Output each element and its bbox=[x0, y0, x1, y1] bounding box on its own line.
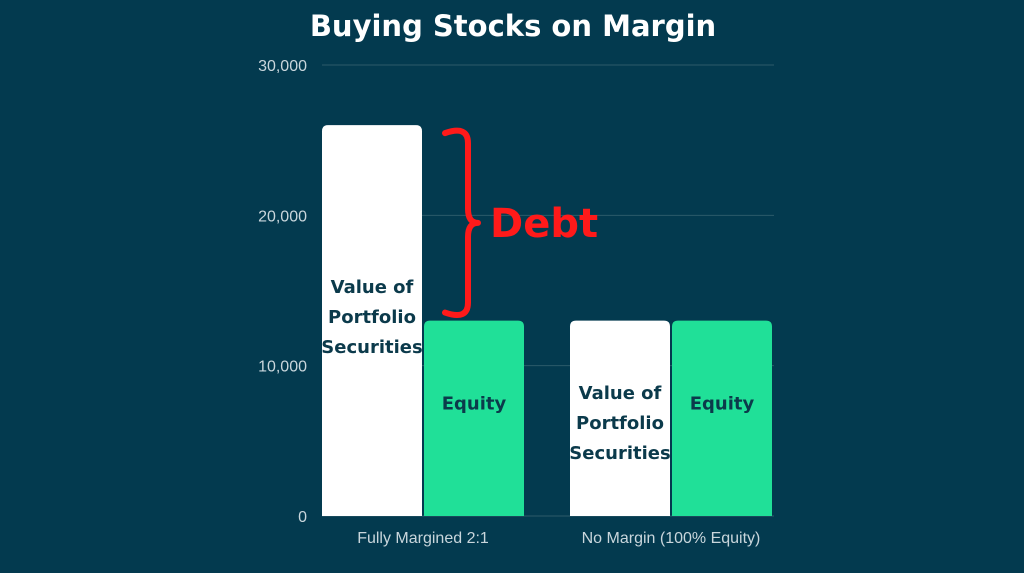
bar-label: Equity bbox=[690, 394, 755, 415]
bar-portfolio-value bbox=[570, 320, 670, 516]
bars: Value of Portfolio Securities Equity Fully M… bbox=[321, 125, 772, 547]
bar-label: Equity bbox=[442, 394, 507, 415]
x-category-label: Fully Margined 2:1 bbox=[357, 530, 489, 547]
bar-label: Value of Portfolio Securities bbox=[569, 383, 670, 464]
y-tick-label: 20,000 bbox=[258, 208, 307, 225]
bar-equity bbox=[424, 320, 524, 516]
y-tick-label: 10,000 bbox=[258, 359, 307, 376]
chart-title: Buying Stocks on Margin bbox=[310, 9, 716, 43]
y-tick-label: 30,000 bbox=[258, 58, 307, 75]
x-category-label: No Margin (100% Equity) bbox=[582, 530, 761, 547]
debt-brace bbox=[442, 127, 481, 318]
bar-equity bbox=[672, 320, 772, 516]
debt-annotation: Debt bbox=[490, 201, 598, 247]
annotations: Debt bbox=[442, 127, 598, 318]
y-tick-label: 0 bbox=[298, 509, 307, 526]
bar-portfolio-value bbox=[322, 125, 422, 516]
bar-label: Value of Portfolio Securities bbox=[321, 277, 422, 358]
